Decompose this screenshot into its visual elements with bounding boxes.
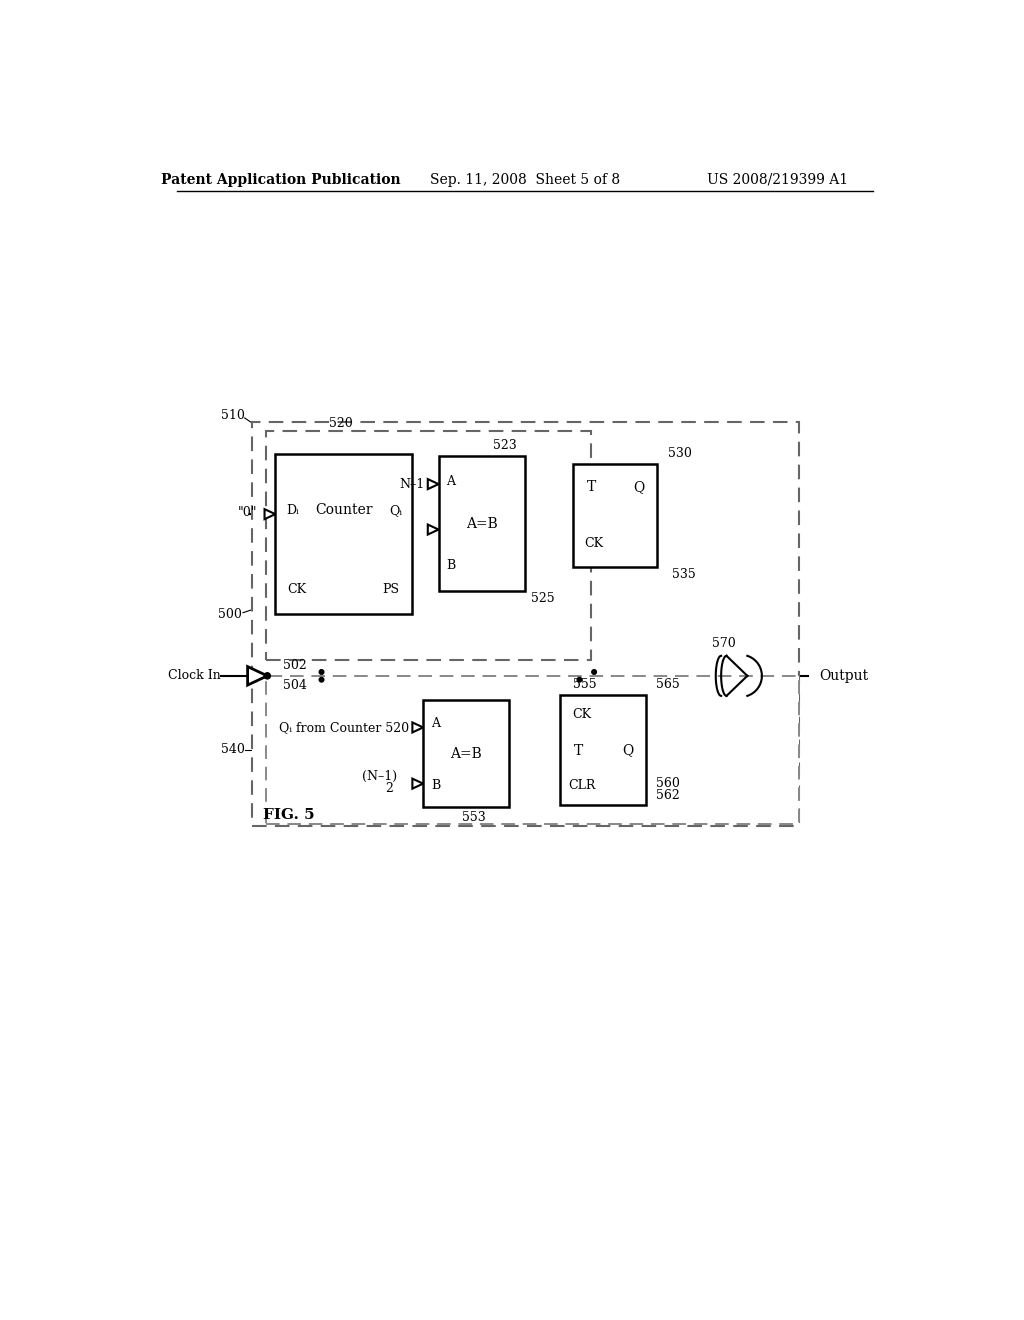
Bar [266, 676, 799, 824]
Text: A: A [446, 475, 456, 488]
Polygon shape [248, 667, 267, 685]
Text: 553: 553 [462, 810, 485, 824]
Text: FIG. 5: FIG. 5 [263, 808, 314, 822]
Bar [266, 430, 591, 660]
Text: 565: 565 [656, 677, 680, 690]
Text: Qᵢ from Counter 520: Qᵢ from Counter 520 [280, 721, 410, 734]
Text: 520: 520 [330, 417, 353, 430]
Text: (N–1): (N–1) [361, 770, 397, 783]
Text: Counter: Counter [315, 503, 373, 517]
Text: Patent Application Publication: Patent Application Publication [161, 173, 400, 187]
Text: A: A [431, 717, 440, 730]
Text: 535: 535 [672, 568, 695, 581]
Text: Qᵢ: Qᵢ [389, 504, 402, 516]
Bar [423, 701, 509, 807]
Polygon shape [413, 779, 423, 788]
Text: Clock In: Clock In [168, 669, 220, 682]
Text: N–1: N–1 [399, 478, 425, 491]
Text: 502: 502 [283, 659, 306, 672]
Polygon shape [428, 524, 438, 535]
Text: "0": "0" [239, 506, 258, 519]
Bar [275, 454, 413, 614]
Text: A=B: A=B [466, 517, 498, 531]
Text: 2: 2 [385, 781, 393, 795]
Circle shape [592, 669, 596, 675]
Text: Output: Output [819, 669, 868, 682]
Text: B: B [431, 779, 440, 792]
Text: 525: 525 [530, 593, 554, 606]
Text: CK: CK [288, 583, 306, 597]
Text: US 2008/219399 A1: US 2008/219399 A1 [707, 173, 848, 187]
Text: T: T [587, 480, 596, 494]
Polygon shape [264, 510, 275, 519]
Text: 555: 555 [573, 677, 597, 690]
Text: 523: 523 [493, 440, 517, 453]
Bar [572, 465, 657, 566]
Text: 504: 504 [283, 680, 306, 693]
Circle shape [319, 669, 324, 675]
Bar [252, 422, 799, 826]
Circle shape [264, 673, 270, 678]
Text: Sep. 11, 2008  Sheet 5 of 8: Sep. 11, 2008 Sheet 5 of 8 [430, 173, 620, 187]
Text: 562: 562 [656, 788, 680, 801]
Polygon shape [428, 479, 438, 490]
Bar [438, 457, 524, 591]
Text: B: B [446, 560, 456, 573]
Circle shape [319, 677, 324, 682]
Text: Dᵢ: Dᵢ [286, 504, 299, 516]
Text: CK: CK [585, 537, 604, 550]
Text: Q: Q [623, 743, 634, 758]
Text: 560: 560 [656, 777, 680, 791]
Text: 500: 500 [217, 607, 242, 620]
Text: A=B: A=B [451, 747, 482, 760]
Text: 540: 540 [220, 743, 245, 756]
Polygon shape [413, 722, 423, 733]
Text: Q: Q [633, 480, 644, 494]
Text: CLR: CLR [568, 779, 596, 792]
Text: CK: CK [572, 708, 591, 721]
Text: PS: PS [382, 583, 399, 597]
Text: 510: 510 [220, 409, 245, 422]
Text: T: T [574, 743, 584, 758]
Text: 530: 530 [669, 446, 692, 459]
Circle shape [578, 677, 582, 682]
Bar [560, 696, 646, 805]
Text: 570: 570 [712, 638, 735, 649]
